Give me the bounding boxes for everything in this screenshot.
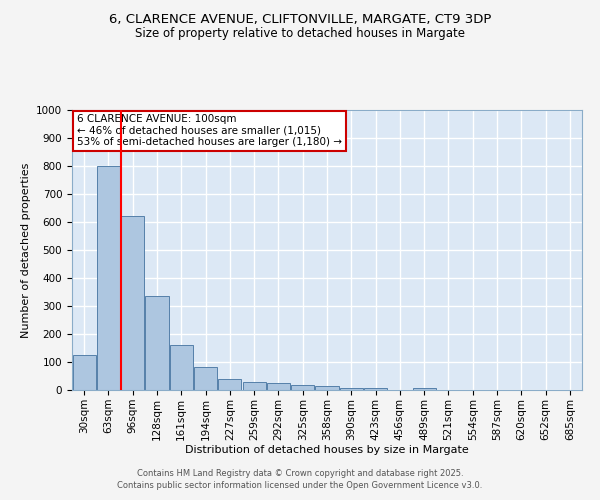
Text: 6 CLARENCE AVENUE: 100sqm
← 46% of detached houses are smaller (1,015)
53% of se: 6 CLARENCE AVENUE: 100sqm ← 46% of detac… — [77, 114, 342, 148]
Bar — [364, 388, 387, 390]
X-axis label: Distribution of detached houses by size in Margate: Distribution of detached houses by size … — [185, 446, 469, 456]
Bar — [97, 166, 120, 390]
Bar — [413, 388, 436, 390]
Bar — [145, 296, 169, 390]
Text: Contains public sector information licensed under the Open Government Licence v3: Contains public sector information licen… — [118, 481, 482, 490]
Bar — [73, 355, 95, 390]
Bar — [194, 367, 217, 390]
Bar — [121, 216, 144, 390]
Y-axis label: Number of detached properties: Number of detached properties — [20, 162, 31, 338]
Bar — [291, 385, 314, 390]
Bar — [242, 382, 266, 390]
Text: Contains HM Land Registry data © Crown copyright and database right 2025.: Contains HM Land Registry data © Crown c… — [137, 468, 463, 477]
Bar — [170, 345, 193, 390]
Bar — [218, 380, 241, 390]
Bar — [340, 388, 363, 390]
Text: 6, CLARENCE AVENUE, CLIFTONVILLE, MARGATE, CT9 3DP: 6, CLARENCE AVENUE, CLIFTONVILLE, MARGAT… — [109, 12, 491, 26]
Text: Size of property relative to detached houses in Margate: Size of property relative to detached ho… — [135, 28, 465, 40]
Bar — [316, 386, 338, 390]
Bar — [267, 382, 290, 390]
